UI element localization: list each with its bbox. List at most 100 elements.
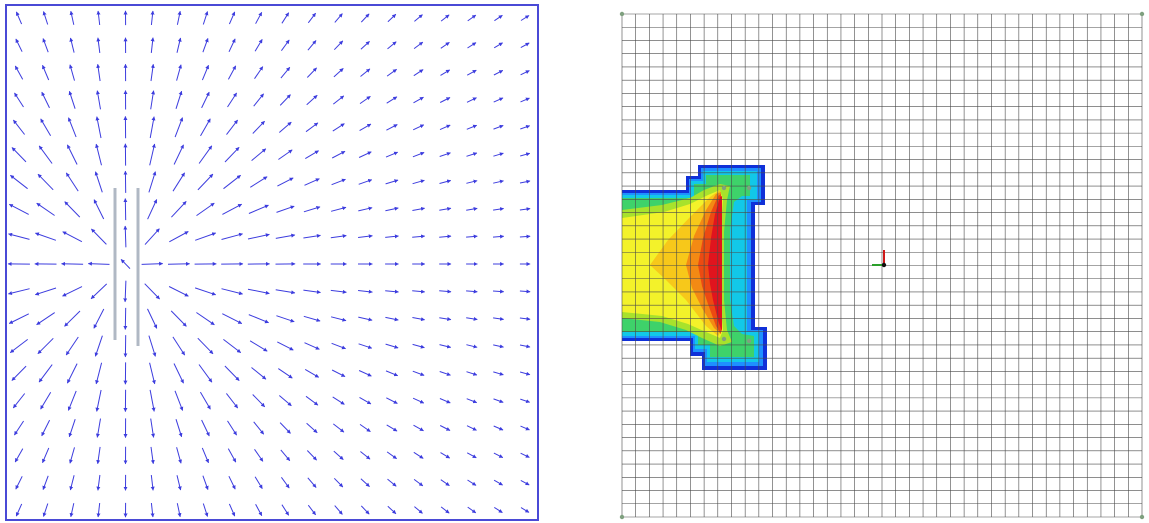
field-vector-arrow bbox=[197, 337, 214, 355]
field-vector-arrow bbox=[307, 477, 317, 488]
field-vector-arrow bbox=[202, 503, 209, 517]
field-vector-arrow bbox=[332, 123, 345, 132]
field-vector-arrow bbox=[333, 40, 344, 51]
field-vector-arrow bbox=[276, 315, 295, 323]
field-vector-arrow bbox=[254, 476, 263, 489]
field-vector-arrow bbox=[228, 503, 236, 517]
field-vector-arrow bbox=[195, 232, 217, 241]
field-vector-arrow bbox=[280, 477, 290, 489]
contour-mesh-view[interactable] bbox=[610, 0, 1149, 523]
field-vector-arrow bbox=[358, 234, 373, 239]
field-vector-arrow bbox=[413, 41, 424, 50]
field-vector-arrow bbox=[439, 97, 451, 103]
field-vector-arrow bbox=[520, 479, 530, 486]
field-vector-arrow bbox=[150, 418, 156, 438]
field-vector-arrow bbox=[150, 474, 155, 491]
field-vector-arrow bbox=[67, 117, 77, 138]
field-vector-arrow bbox=[8, 313, 30, 324]
field-vector-arrow bbox=[254, 39, 263, 52]
field-vector-arrow bbox=[439, 179, 452, 184]
field-vector-arrow bbox=[387, 41, 397, 50]
field-vector-arrow bbox=[198, 145, 213, 164]
field-vector-arrow bbox=[8, 203, 29, 215]
field-vector-arrow bbox=[385, 316, 399, 322]
field-vector-arrow bbox=[330, 316, 347, 322]
field-vector-arrow bbox=[201, 447, 209, 464]
field-vector-arrow bbox=[224, 146, 240, 163]
field-vector-arrow bbox=[222, 203, 243, 215]
field-vector-arrow bbox=[96, 474, 101, 491]
field-vector-arrow bbox=[67, 390, 77, 411]
field-vector-arrow bbox=[467, 479, 477, 486]
field-vector-arrow bbox=[278, 121, 292, 133]
mesh-corner-nodes bbox=[619, 11, 1145, 520]
field-vector-arrow bbox=[34, 287, 57, 296]
axis-triad-icon[interactable] bbox=[872, 250, 887, 268]
field-vector-arrow bbox=[15, 38, 23, 52]
field-vector-arrow bbox=[226, 119, 238, 135]
field-vector-arrow bbox=[148, 335, 157, 357]
mesh-node bbox=[721, 336, 727, 342]
vector-field-canvas bbox=[5, 4, 539, 521]
field-vector-arrow bbox=[172, 172, 186, 192]
vector-field-view[interactable] bbox=[0, 0, 545, 523]
field-vector-arrow bbox=[11, 147, 27, 163]
field-vector-arrow bbox=[66, 144, 78, 165]
field-vector-arrow bbox=[68, 419, 76, 438]
field-vector-arrow bbox=[466, 97, 477, 103]
field-vector-arrow bbox=[144, 283, 160, 300]
field-vector-arrow bbox=[197, 173, 214, 191]
field-vector-arrow bbox=[228, 38, 236, 53]
field-vector-arrow bbox=[69, 64, 75, 81]
field-vector-arrow bbox=[303, 289, 321, 294]
field-vector-arrow bbox=[95, 418, 101, 438]
field-vector-arrow bbox=[276, 205, 295, 213]
field-vector-arrow bbox=[150, 90, 156, 110]
vector-view-frame bbox=[5, 4, 539, 521]
vector-arrows bbox=[7, 10, 531, 518]
field-vector-arrow bbox=[358, 370, 372, 377]
field-vector-arrow bbox=[360, 68, 371, 77]
field-vector-arrow bbox=[358, 151, 372, 158]
field-vector-arrow bbox=[280, 39, 290, 51]
field-vector-arrow bbox=[37, 337, 54, 355]
field-vector-arrow bbox=[359, 423, 371, 433]
field-vector-arrow bbox=[275, 233, 296, 239]
field-vector-arrow bbox=[333, 450, 344, 460]
field-vector-arrow bbox=[280, 66, 291, 79]
field-vector-arrow bbox=[202, 38, 209, 53]
field-vector-arrow bbox=[94, 335, 103, 357]
field-vector-arrow bbox=[358, 289, 373, 294]
field-vector-arrow bbox=[492, 289, 505, 294]
field-vector-arrow bbox=[493, 479, 503, 486]
field-vector-arrow bbox=[15, 11, 23, 25]
field-vector-arrow bbox=[65, 172, 79, 192]
field-vector-arrow bbox=[412, 206, 425, 211]
field-vector-arrow bbox=[331, 369, 346, 378]
field-vector-arrow bbox=[412, 151, 425, 158]
field-vector-arrow bbox=[466, 152, 478, 157]
field-vector-arrow bbox=[42, 64, 50, 81]
contour-band-10 bbox=[708, 196, 722, 332]
field-vector-arrow bbox=[248, 204, 269, 214]
field-vector-arrow bbox=[250, 176, 268, 188]
field-vector-arrow bbox=[332, 95, 345, 105]
field-vector-arrow bbox=[228, 11, 236, 25]
field-vector-arrow bbox=[330, 206, 347, 212]
field-vector-arrow bbox=[173, 363, 184, 384]
field-vector-arrow bbox=[493, 344, 504, 349]
field-vector-arrow bbox=[333, 68, 344, 78]
field-vector-arrow bbox=[467, 42, 477, 49]
field-vector-arrow bbox=[520, 398, 531, 404]
field-vector-arrow bbox=[387, 478, 397, 487]
field-vector-arrow bbox=[123, 225, 128, 248]
field-vector-arrow bbox=[199, 391, 211, 410]
field-vector-arrow bbox=[466, 207, 478, 211]
field-vector-arrow bbox=[148, 171, 157, 193]
field-vector-arrow bbox=[493, 398, 504, 404]
field-vector-arrow bbox=[149, 143, 156, 166]
field-vector-arrow bbox=[414, 14, 423, 22]
field-vector-arrow bbox=[198, 364, 213, 383]
field-vector-arrow bbox=[467, 14, 477, 22]
field-vector-arrow bbox=[439, 317, 452, 321]
